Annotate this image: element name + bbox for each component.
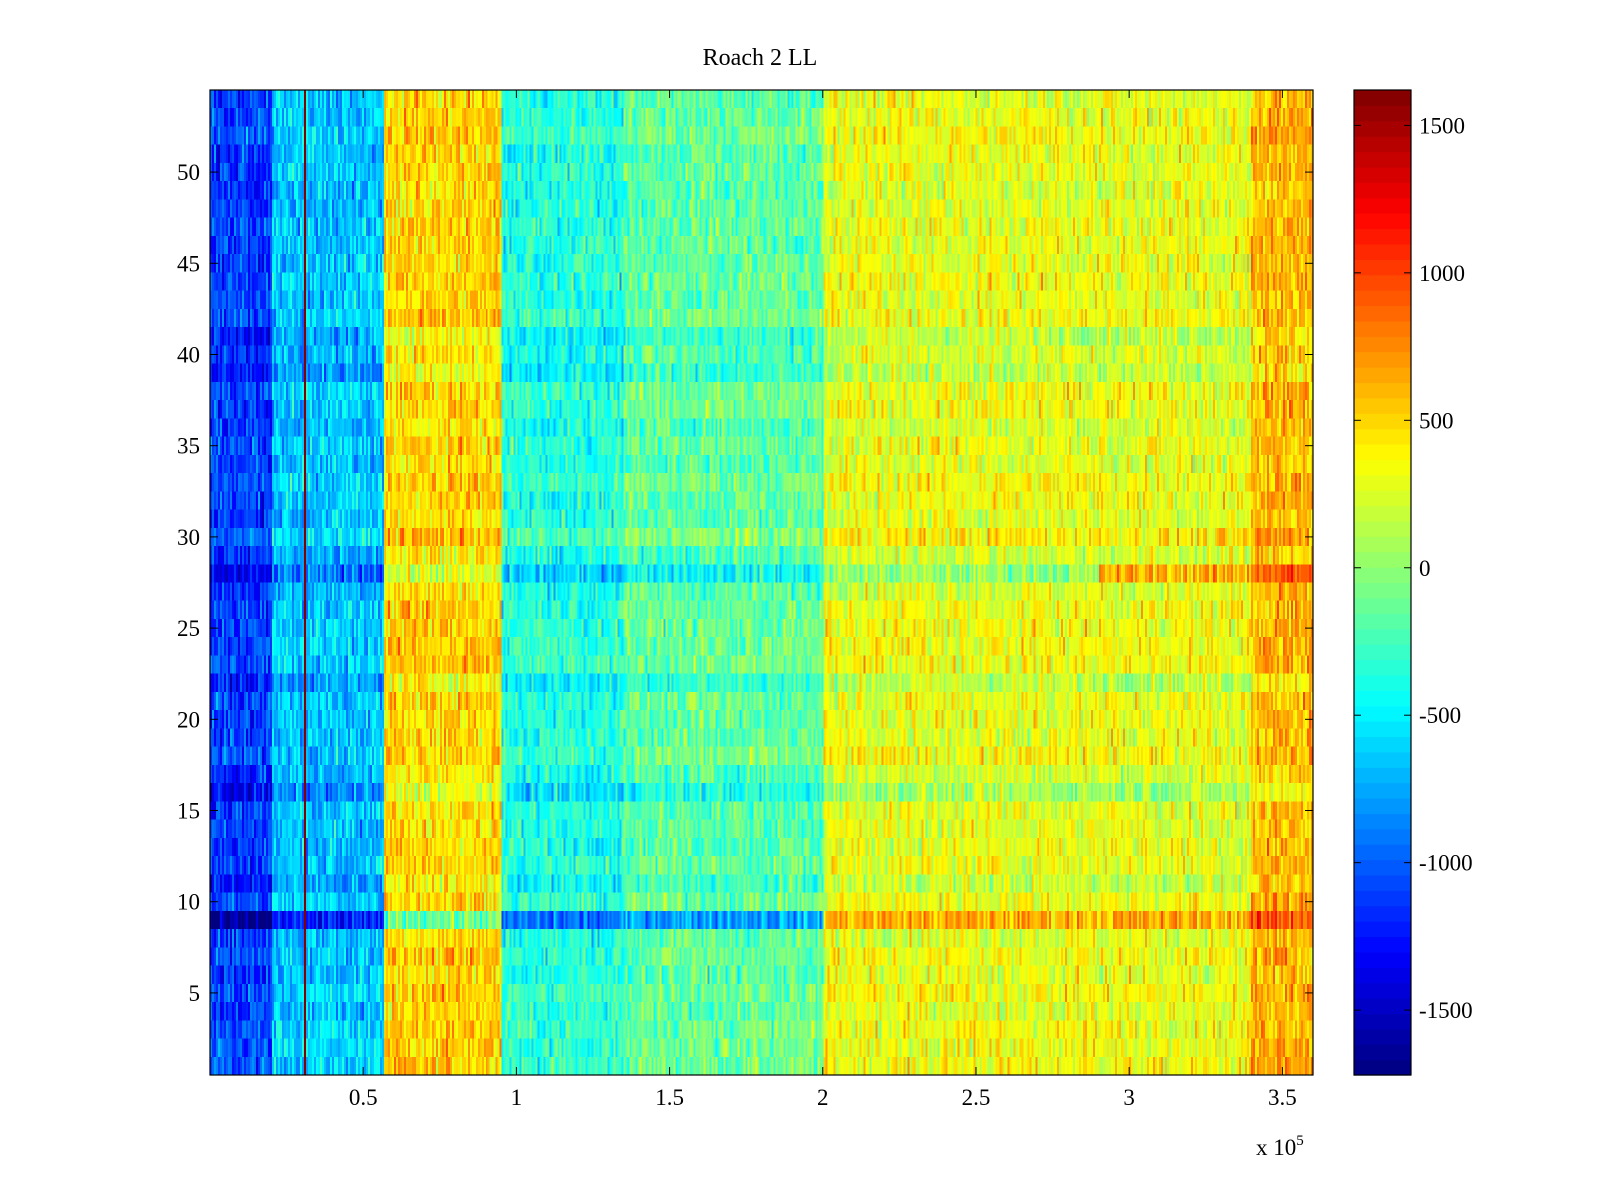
y-tick-label: 15 (177, 799, 200, 824)
colorbar-band (1354, 90, 1411, 106)
y-tick-label: 5 (189, 981, 201, 1006)
colorbar-band (1354, 982, 1411, 999)
colorbar-band (1354, 613, 1411, 630)
colorbar-band (1354, 705, 1411, 722)
colorbar-band (1354, 797, 1411, 814)
colorbar-band (1354, 336, 1411, 353)
x-tick-label: 1 (511, 1085, 523, 1110)
colorbar-band (1354, 305, 1411, 322)
colorbar-band (1354, 1059, 1411, 1076)
colorbar-band (1354, 274, 1411, 291)
heatmap (210, 90, 1313, 1075)
colorbar-tick-label: 1000 (1419, 261, 1465, 286)
colorbar-tick-label: -500 (1419, 703, 1461, 728)
colorbar-band (1354, 228, 1411, 245)
colorbar-band (1354, 243, 1411, 260)
colorbar-band (1354, 721, 1411, 738)
colorbar-band (1354, 120, 1411, 137)
colorbar-band (1354, 1044, 1411, 1061)
x-tick-label: 3.5 (1268, 1085, 1297, 1110)
colorbar-frame (1353, 89, 1412, 1076)
colorbar-tick-label: -1500 (1419, 998, 1473, 1023)
colorbar-band (1354, 874, 1411, 891)
colorbar-band (1354, 597, 1411, 614)
colorbar-band (1354, 320, 1411, 337)
colorbar-band (1354, 443, 1411, 460)
x-tick-label: 0.5 (349, 1085, 378, 1110)
colorbar-band (1354, 428, 1411, 445)
colorbar-band (1354, 998, 1411, 1015)
colorbar-band (1354, 490, 1411, 507)
x-axis: 0.5 1 1.5 2 2.5 3 3.5 (349, 90, 1297, 1110)
colorbar-band (1354, 967, 1411, 984)
colorbar-band (1354, 536, 1411, 553)
colorbar-band (1354, 382, 1411, 399)
colorbar-tick-label: 0 (1419, 556, 1431, 581)
heatmap-cells (210, 90, 1313, 1075)
colorbar-band (1354, 921, 1411, 938)
x-tick-label: 3 (1123, 1085, 1135, 1110)
colorbar-band (1354, 166, 1411, 183)
colorbar-band (1354, 690, 1411, 707)
x-tick-label: 2 (817, 1085, 829, 1110)
colorbar-band (1354, 551, 1411, 568)
colorbar-tick-label: 1500 (1419, 113, 1465, 138)
colorbar-band (1354, 105, 1411, 122)
y-tick-label: 40 (177, 342, 200, 367)
x-tick-label: 1.5 (655, 1085, 684, 1110)
colorbar-band (1354, 951, 1411, 968)
colorbar-band (1354, 397, 1411, 414)
y-tick-label: 50 (177, 160, 200, 185)
colorbar-band (1354, 890, 1411, 907)
colorbar-band (1354, 767, 1411, 784)
colorbar-band (1354, 213, 1411, 230)
y-axis: 5 10 15 20 25 30 35 40 45 50 (177, 160, 1313, 1006)
y-tick-label: 35 (177, 434, 200, 459)
colorbar-band (1354, 674, 1411, 691)
x-exponent-label: x 105 (1256, 1133, 1304, 1160)
plot-frame (209, 89, 1314, 1076)
colorbar-band (1354, 290, 1411, 307)
colorbar-band (1354, 474, 1411, 491)
colorbar-axis: 1500 1000 500 0 -500 -1000 -1500 (1354, 113, 1473, 1023)
colorbar-band (1354, 644, 1411, 661)
colorbar-band (1354, 459, 1411, 476)
colorbar-band (1354, 859, 1411, 876)
y-tick-label: 20 (177, 707, 200, 732)
colorbar-band (1354, 367, 1411, 384)
colorbar-band (1354, 1028, 1411, 1045)
colorbar-band (1354, 736, 1411, 753)
colorbar-band (1354, 413, 1411, 430)
colorbar-band (1354, 751, 1411, 768)
y-tick-label: 10 (177, 890, 200, 915)
x-tick-label: 2.5 (962, 1085, 991, 1110)
colorbar (1354, 90, 1411, 1076)
colorbar-band (1354, 582, 1411, 599)
colorbar-band (1354, 151, 1411, 168)
colorbar-band (1354, 936, 1411, 953)
colorbar-band (1354, 505, 1411, 522)
colorbar-band (1354, 844, 1411, 861)
colorbar-tick-label: 500 (1419, 408, 1454, 433)
colorbar-band (1354, 1013, 1411, 1030)
colorbar-band (1354, 628, 1411, 645)
colorbar-band (1354, 828, 1411, 845)
colorbar-tick-label: -1000 (1419, 851, 1473, 876)
colorbar-band (1354, 813, 1411, 830)
colorbar-band (1354, 567, 1411, 584)
colorbar-band (1354, 182, 1411, 199)
colorbar-band (1354, 905, 1411, 922)
colorbar-band (1354, 259, 1411, 276)
y-tick-label: 45 (177, 251, 200, 276)
colorbar-band (1354, 659, 1411, 676)
y-tick-label: 25 (177, 616, 200, 641)
colorbar-band (1354, 351, 1411, 368)
colorbar-band (1354, 197, 1411, 214)
y-tick-label: 30 (177, 525, 200, 550)
colorbar-band (1354, 782, 1411, 799)
colorbar-band (1354, 136, 1411, 153)
colorbar-band (1354, 520, 1411, 537)
chart-title: Roach 2 LL (703, 45, 818, 71)
